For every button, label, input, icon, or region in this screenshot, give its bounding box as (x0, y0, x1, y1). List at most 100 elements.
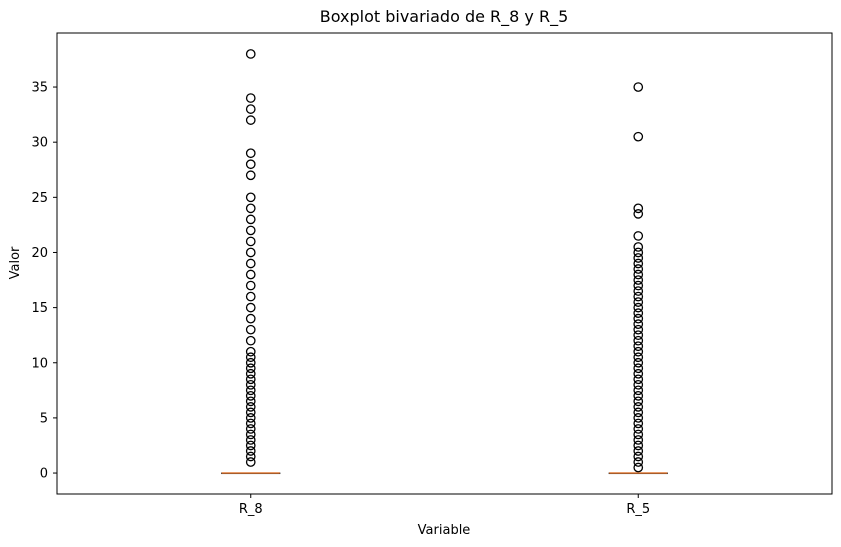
flier-point (633, 203, 644, 214)
flier-point (245, 451, 256, 462)
flier-point (245, 324, 256, 335)
flier-point (633, 451, 644, 462)
flier-point (245, 49, 256, 59)
flier-point (633, 368, 644, 379)
x-axis: R_8 R_5 (239, 494, 650, 517)
flier-point (245, 269, 256, 280)
box-group-R_8 (221, 49, 281, 475)
flier-point (633, 385, 644, 396)
flier-point (633, 390, 644, 401)
flier-point (633, 275, 644, 285)
flier-point (245, 148, 256, 159)
plot-area (56, 32, 833, 495)
flier-point (633, 352, 644, 363)
y-tick-label: 30 (31, 136, 48, 151)
boxes (221, 49, 668, 475)
flier-point (245, 104, 256, 114)
flier-point (633, 253, 644, 263)
flier-point (245, 203, 256, 214)
flier-point (245, 363, 256, 374)
flier-point (633, 407, 644, 418)
flier-point (633, 324, 644, 335)
flier-point (245, 396, 256, 407)
flier-point (633, 319, 644, 330)
flier-point (633, 258, 644, 269)
flier-point (245, 115, 256, 125)
flier-point (633, 286, 644, 296)
flier-point (633, 429, 644, 440)
flier-point (633, 242, 644, 252)
flier-point (245, 457, 256, 467)
flier-point (633, 209, 644, 219)
chart-title: Boxplot bivariado de R_8 y R_5 (320, 7, 569, 27)
flier-point (245, 291, 256, 302)
flier-point (245, 335, 256, 346)
flier-point (245, 192, 256, 203)
flier-point (633, 435, 644, 445)
flier-point (633, 308, 644, 318)
flier-point (633, 291, 644, 302)
flier-point (633, 440, 644, 451)
flier-point (633, 374, 644, 385)
y-tick-label: 35 (31, 81, 48, 96)
flier-point (245, 170, 256, 181)
y-axis: 0 5 10 15 20 25 30 35 (31, 81, 57, 482)
flier-point (633, 231, 644, 241)
box-group-R_5 (608, 82, 668, 475)
flier-point (633, 457, 644, 467)
flier-point (633, 335, 644, 346)
flier-point (633, 247, 644, 258)
flier-point (633, 280, 644, 291)
flier-point (633, 418, 644, 429)
y-tick-label: 20 (31, 246, 48, 261)
y-tick-label: 15 (31, 301, 48, 316)
flier-point (633, 363, 644, 374)
flier-point (245, 424, 256, 434)
flier-point (633, 424, 644, 434)
flier-point (245, 313, 256, 324)
flier-point (633, 346, 644, 357)
flier-point (245, 435, 256, 445)
flier-point (245, 352, 256, 363)
flier-point (245, 159, 256, 170)
flier-point (245, 368, 256, 379)
flier-point (245, 93, 256, 103)
flier-point (633, 402, 644, 412)
flier-point (633, 330, 644, 341)
flier-point (633, 413, 644, 423)
y-tick-label: 5 (40, 411, 48, 426)
x-tick-label: R_5 (626, 502, 650, 517)
flier-point (633, 462, 644, 473)
flier-point (245, 374, 256, 385)
y-axis-label: Valor (8, 246, 23, 279)
flier-point (633, 297, 644, 307)
flier-point (245, 357, 256, 368)
y-tick-label: 10 (31, 356, 48, 371)
flier-point (245, 225, 256, 236)
flier-point (245, 379, 256, 390)
flier-point (633, 82, 644, 92)
flier-point (633, 269, 644, 280)
flier-point (245, 280, 256, 291)
flier-point (633, 379, 644, 390)
flier-point (633, 302, 644, 313)
flier-point (245, 446, 256, 456)
flier-point (245, 385, 256, 396)
flier-point (245, 346, 256, 357)
flier-point (245, 236, 256, 247)
flier-point (245, 390, 256, 401)
flier-point (245, 214, 256, 225)
flier-point (633, 446, 644, 456)
flier-point (245, 413, 256, 423)
flier-point (633, 131, 644, 142)
x-tick-label: R_8 (239, 502, 263, 517)
flier-point (245, 402, 256, 412)
y-tick-label: 25 (31, 191, 48, 206)
flier-point (245, 429, 256, 440)
flier-point (245, 440, 256, 451)
flier-point (245, 407, 256, 418)
flier-point (245, 247, 256, 258)
flier-point (633, 357, 644, 368)
flier-point (633, 341, 644, 352)
